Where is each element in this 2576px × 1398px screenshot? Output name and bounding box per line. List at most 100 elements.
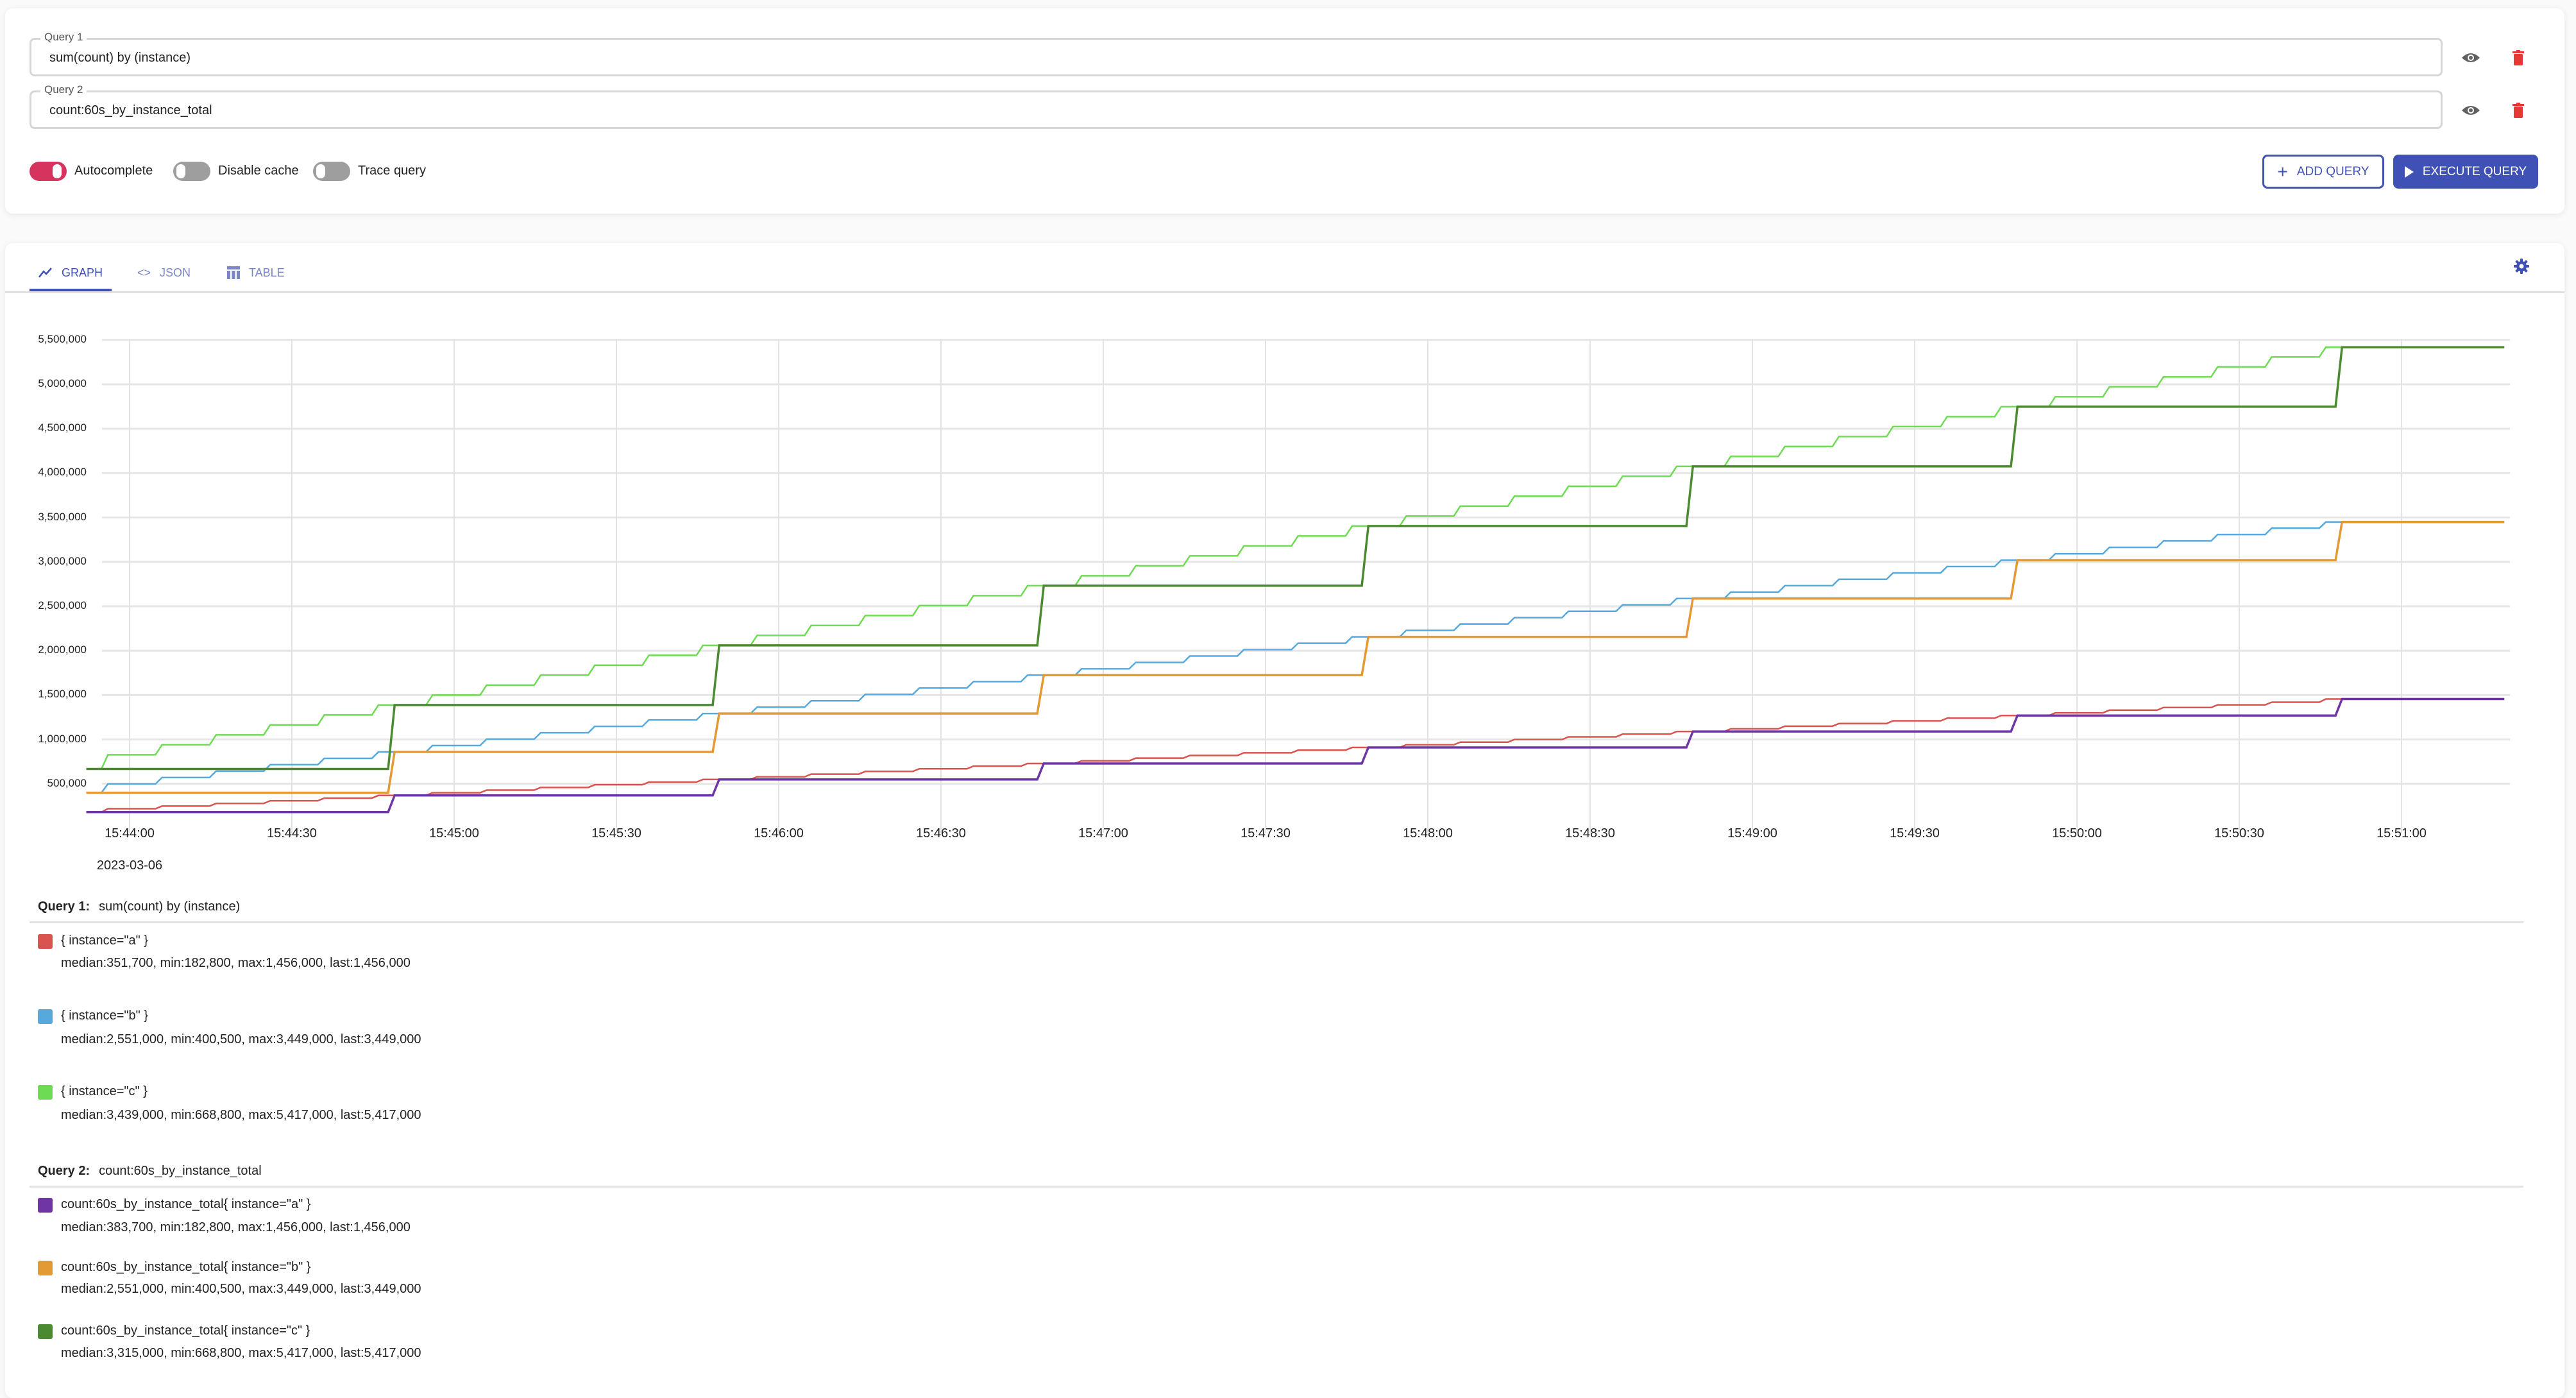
trace-query-toggle[interactable] <box>313 162 350 181</box>
graph-panel <box>5 243 2564 1398</box>
table-icon <box>227 266 240 279</box>
legend-group-header: Query 1: sum(count) by (instance) <box>38 899 240 914</box>
legend-series-name[interactable]: count:60s_by_instance_total{ instance="b… <box>61 1260 311 1274</box>
tabs-divider <box>5 291 2564 293</box>
gear-icon <box>2514 259 2529 274</box>
x-tick-label: 15:47:30 <box>1241 826 1291 840</box>
code-icon: <> <box>137 266 151 279</box>
series-line <box>86 346 2505 771</box>
y-tick-label: 500,000 <box>47 776 87 789</box>
y-tick-label: 2,000,000 <box>38 644 87 656</box>
legend-series-stats: median:2,551,000, min:400,500, max:3,449… <box>61 1032 421 1046</box>
query-1-visibility-button[interactable] <box>2458 45 2484 71</box>
play-icon <box>2404 166 2414 178</box>
x-tick-label: 15:51:00 <box>2377 826 2427 840</box>
query-2-visibility-button[interactable] <box>2458 98 2484 123</box>
y-tick-label: 5,000,000 <box>38 377 87 389</box>
x-tick-label: 15:48:00 <box>1403 826 1453 840</box>
time-series-chart[interactable] <box>0 0 2576 898</box>
legend-series-stats: median:383,700, min:182,800, max:1,456,0… <box>61 1220 411 1234</box>
x-tick-label: 15:45:30 <box>591 826 641 840</box>
y-tick-label: 3,500,000 <box>38 510 87 523</box>
legend-color-swatch[interactable] <box>38 934 53 949</box>
legend-color-swatch[interactable] <box>38 1324 53 1339</box>
x-tick-label: 15:44:00 <box>105 826 155 840</box>
x-tick-label: 15:45:00 <box>429 826 479 840</box>
eye-icon <box>2462 53 2480 62</box>
legend-color-swatch[interactable] <box>38 1085 53 1100</box>
series-line <box>86 697 2505 814</box>
active-tab-indicator <box>30 289 112 291</box>
legend-group-title: Query 1: <box>38 899 90 914</box>
y-tick-label: 3,000,000 <box>38 554 87 567</box>
x-tick-label: 15:49:30 <box>1890 826 1940 840</box>
query-2-input[interactable] <box>48 103 2360 119</box>
trash-icon <box>2512 50 2524 65</box>
y-tick-label: 4,000,000 <box>38 466 87 479</box>
y-tick-label: 2,500,000 <box>38 599 87 611</box>
tab-graph[interactable]: GRAPH <box>38 257 103 289</box>
disable-cache-toggle[interactable] <box>173 162 210 181</box>
legend-color-swatch[interactable] <box>38 1198 53 1213</box>
legend-group-expr: count:60s_by_instance_total <box>99 1164 262 1178</box>
trash-icon <box>2512 103 2524 118</box>
tab-table-label: TABLE <box>249 266 285 279</box>
tab-json-label: JSON <box>160 266 191 279</box>
legend-series-name[interactable]: count:60s_by_instance_total{ instance="a… <box>61 1197 311 1211</box>
execute-query-label: EXECUTE QUERY <box>2422 164 2527 178</box>
x-tick-label: 15:44:30 <box>267 826 317 840</box>
legend-group-expr: sum(count) by (instance) <box>99 899 241 914</box>
legend-series-stats: median:351,700, min:182,800, max:1,456,0… <box>61 956 411 970</box>
query-2-label: Query 2 <box>40 83 87 96</box>
legend-series-stats: median:3,315,000, min:668,800, max:5,417… <box>61 1346 421 1360</box>
plus-icon: + <box>2277 161 2288 182</box>
autocomplete-label: Autocomplete <box>74 164 153 178</box>
y-tick-label: 4,500,000 <box>38 422 87 434</box>
query-1-delete-button[interactable] <box>2505 45 2531 71</box>
add-query-button[interactable]: + ADD QUERY <box>2262 155 2384 189</box>
x-tick-label: 15:47:00 <box>1078 826 1128 840</box>
legend-color-swatch[interactable] <box>38 1261 53 1275</box>
y-tick-label: 1,500,000 <box>38 688 87 701</box>
series-line <box>86 521 2505 794</box>
toggle-knob <box>53 164 62 178</box>
query-2-delete-button[interactable] <box>2505 98 2531 123</box>
legend-series-name[interactable]: { instance="a" } <box>61 933 148 948</box>
x-tick-label: 15:46:00 <box>754 826 804 840</box>
x-tick-label: 15:49:00 <box>1727 826 1777 840</box>
legend-group-header: Query 2: count:60s_by_instance_total <box>38 1164 262 1179</box>
tab-graph-label: GRAPH <box>62 266 103 279</box>
x-tick-label: 15:50:30 <box>2214 826 2264 840</box>
series-line <box>86 346 2505 770</box>
y-tick-label: 5,500,000 <box>38 332 87 345</box>
legend-series-name[interactable]: count:60s_by_instance_total{ instance="c… <box>61 1324 310 1338</box>
graph-settings-button[interactable] <box>2509 253 2534 279</box>
disable-cache-label: Disable cache <box>218 164 299 178</box>
x-tick-label: 15:48:30 <box>1565 826 1615 840</box>
legend-series-name[interactable]: { instance="b" } <box>61 1009 148 1023</box>
legend-series-name[interactable]: { instance="c" } <box>61 1084 148 1098</box>
autocomplete-toggle[interactable] <box>30 162 67 181</box>
legend-color-swatch[interactable] <box>38 1009 53 1024</box>
execute-query-button[interactable]: EXECUTE QUERY <box>2393 155 2538 189</box>
add-query-label: ADD QUERY <box>2296 164 2369 178</box>
series-line <box>86 698 2505 813</box>
y-tick-label: 1,000,000 <box>38 732 87 745</box>
query-1-input[interactable] <box>48 50 2360 66</box>
x-tick-label: 15:46:30 <box>916 826 966 840</box>
query-1-field[interactable]: Query 1 <box>30 31 2443 76</box>
legend-divider <box>30 921 2523 923</box>
legend-series-stats: median:3,439,000, min:668,800, max:5,417… <box>61 1108 421 1122</box>
x-axis-date-label: 2023-03-06 <box>96 858 163 873</box>
tab-json[interactable]: <> JSON <box>137 257 191 289</box>
query-1-label: Query 1 <box>40 31 87 44</box>
trace-query-label: Trace query <box>358 164 426 178</box>
x-tick-label: 15:50:00 <box>2052 826 2102 840</box>
toggle-knob <box>176 164 185 178</box>
series-line <box>86 520 2505 794</box>
eye-icon <box>2462 106 2480 115</box>
legend-divider <box>30 1186 2523 1188</box>
legend-group-title: Query 2: <box>38 1164 90 1178</box>
tab-table[interactable]: TABLE <box>227 257 285 289</box>
query-2-field[interactable]: Query 2 <box>30 83 2443 129</box>
